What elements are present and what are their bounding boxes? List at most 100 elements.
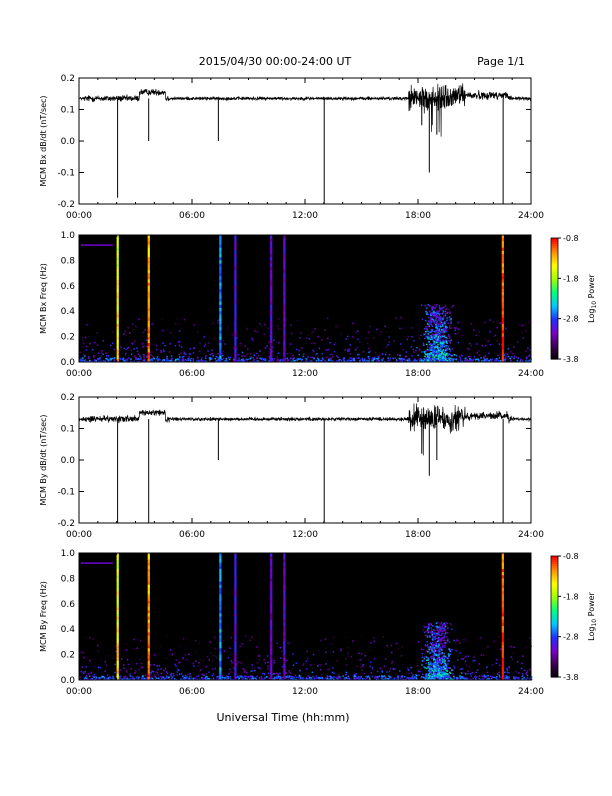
spectrogram-cell xyxy=(363,351,365,353)
spectrogram-cell xyxy=(217,322,219,324)
spectrogram-cell xyxy=(334,344,336,346)
spectrogram-cell xyxy=(433,640,435,642)
spectrogram-cell xyxy=(166,677,168,679)
spectrogram-cell xyxy=(159,359,161,361)
broadband-stripe xyxy=(117,308,119,312)
spectrogram-cell xyxy=(430,649,432,651)
spectrogram-cell xyxy=(92,638,94,640)
spectrogram-cell xyxy=(437,622,439,624)
spectrogram-cell xyxy=(166,675,168,677)
broadband-stripe xyxy=(117,251,119,255)
spectrogram-cell xyxy=(439,329,441,331)
spectrogram-cell xyxy=(290,358,292,360)
broadband-stripe xyxy=(234,330,236,334)
spectrogram-cell xyxy=(290,353,292,355)
spectrogram-cell xyxy=(112,676,114,678)
broadband-stripe xyxy=(148,664,150,668)
spectrogram-cell xyxy=(331,360,333,362)
spectrogram-cell xyxy=(179,662,181,664)
spectrogram-cell xyxy=(385,354,387,356)
spectrogram-cell xyxy=(163,676,165,678)
spectrogram-cell xyxy=(425,305,427,307)
spectrogram-cell xyxy=(509,358,511,360)
spectrogram-cell xyxy=(441,653,443,655)
spectrogram-cell xyxy=(201,339,203,341)
spectrogram-cell xyxy=(339,323,341,325)
spectrogram-cell xyxy=(427,629,429,631)
spectrogram-cell xyxy=(156,677,158,679)
broadband-stripe xyxy=(234,601,236,605)
spectrogram-cell xyxy=(207,350,209,352)
broadband-stripe xyxy=(234,626,236,630)
broadband-stripe xyxy=(117,648,119,652)
spectrogram-cell xyxy=(522,318,524,320)
spectrogram-cell xyxy=(331,357,333,359)
spectrogram-cell xyxy=(525,330,527,332)
broadband-stripe xyxy=(117,248,119,252)
spectrogram-cell xyxy=(216,676,218,678)
spectrogram-cell xyxy=(265,662,267,664)
spectrogram-cell xyxy=(406,360,408,362)
spectrogram-cell xyxy=(391,663,393,665)
broadband-stripe xyxy=(234,674,236,678)
broadband-stripe xyxy=(234,238,236,242)
broadband-stripe xyxy=(270,585,272,589)
spectrogram-cell xyxy=(412,349,414,351)
broadband-stripe xyxy=(234,610,236,614)
spectrogram-cell xyxy=(350,353,352,355)
spectrogram-cell xyxy=(252,357,254,359)
broadband-stripe xyxy=(117,569,119,573)
spectrogram-cell xyxy=(277,356,279,358)
spectrogram-cell xyxy=(448,655,450,657)
spectrogram-cell xyxy=(453,666,455,668)
spectrogram-cell xyxy=(434,630,436,632)
broadband-stripe xyxy=(148,238,150,242)
spectrogram-cell xyxy=(241,355,243,357)
spectrogram-cell xyxy=(238,662,240,664)
spectrogram-cell xyxy=(267,668,269,670)
spectrogram-cell xyxy=(477,669,479,671)
spectrogram-cell xyxy=(199,643,201,645)
spectrogram-cell xyxy=(434,645,436,647)
spectrogram-cell xyxy=(434,633,436,635)
broadband-stripe xyxy=(502,559,504,563)
broadband-stripe xyxy=(234,591,236,595)
spectrogram-cell xyxy=(236,337,238,339)
broadband-stripe xyxy=(234,235,236,239)
spectrogram-cell xyxy=(413,340,415,342)
spectrogram-cell xyxy=(504,637,506,639)
broadband-stripe xyxy=(117,601,119,605)
broadband-stripe xyxy=(219,575,221,579)
broadband-stripe xyxy=(270,661,272,665)
spectrogram-cell xyxy=(384,339,386,341)
spectrogram-cell xyxy=(282,654,284,656)
spectrogram-cell xyxy=(213,355,215,357)
spectrogram-cell xyxy=(450,311,452,313)
broadband-stripe xyxy=(234,648,236,652)
broadband-stripe xyxy=(270,257,272,261)
spectrogram-cell xyxy=(470,676,472,678)
spectrogram-cell xyxy=(425,350,427,352)
broadband-stripe xyxy=(148,674,150,678)
spectrogram-cell xyxy=(468,356,470,358)
broadband-stripe xyxy=(148,337,150,341)
spectrogram-cell xyxy=(298,354,300,356)
broadband-stripe xyxy=(219,302,221,306)
broadband-stripe xyxy=(502,604,504,608)
spectrogram-cell xyxy=(205,343,207,345)
broadband-stripe xyxy=(502,292,504,296)
spectrogram-cell xyxy=(355,673,357,675)
spectrogram-cell xyxy=(388,675,390,677)
x-tick-label: 00:00 xyxy=(66,211,92,221)
broadband-stripe xyxy=(219,566,221,570)
spectrogram-cell xyxy=(286,357,288,359)
broadband-stripe xyxy=(270,629,272,633)
spectrogram-cell xyxy=(276,642,278,644)
spectrogram-cell xyxy=(499,343,501,345)
spectrogram-cell xyxy=(358,676,360,678)
spectrogram-cell xyxy=(506,668,508,670)
spectrogram-cell xyxy=(440,340,442,342)
spectrogram-cell xyxy=(429,635,431,637)
spectrogram-cell xyxy=(438,336,440,338)
spectrogram-cell xyxy=(436,342,438,344)
